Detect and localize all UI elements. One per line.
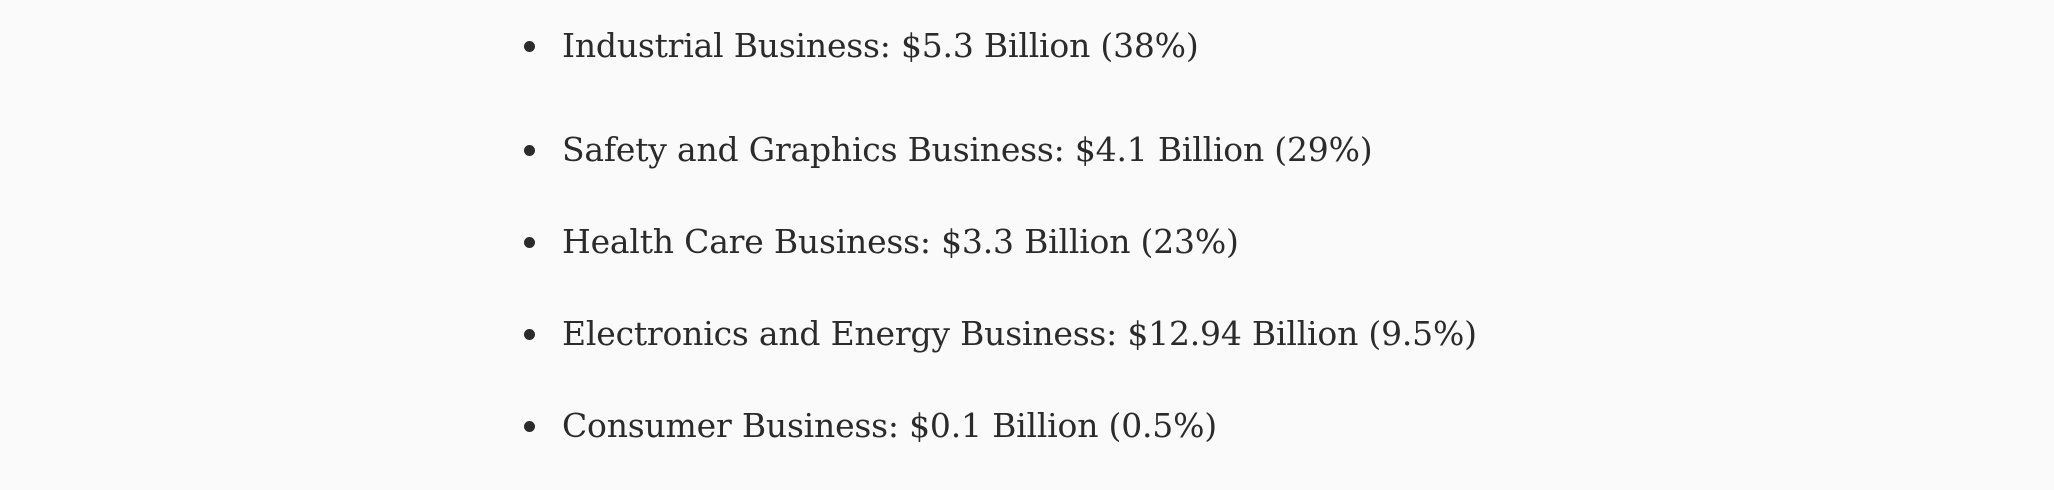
list-item-text: Safety and Graphics Business: $4.1 Billi… xyxy=(562,130,1373,169)
list-item: Safety and Graphics Business: $4.1 Billi… xyxy=(520,104,1477,196)
list-item: Consumer Business: $0.1 Billion (0.5%) xyxy=(520,380,1477,472)
list-item: Electronics and Energy Business: $12.94 … xyxy=(520,288,1477,380)
business-segment-list: Industrial Business: $5.3 Billion (38%) … xyxy=(520,0,1477,472)
bullet-icon xyxy=(524,237,535,248)
bullet-icon xyxy=(524,421,535,432)
list-item-text: Consumer Business: $0.1 Billion (0.5%) xyxy=(562,406,1217,445)
list-item: Health Care Business: $3.3 Billion (23%) xyxy=(520,196,1477,288)
list-item-text: Health Care Business: $3.3 Billion (23%) xyxy=(562,222,1239,261)
list-item-text: Electronics and Energy Business: $12.94 … xyxy=(562,314,1477,353)
bullet-icon xyxy=(524,41,535,52)
list-item-text: Industrial Business: $5.3 Billion (38%) xyxy=(562,26,1199,65)
bullet-icon xyxy=(524,145,535,156)
list-item: Industrial Business: $5.3 Billion (38%) xyxy=(520,0,1477,104)
bullet-icon xyxy=(524,329,535,340)
